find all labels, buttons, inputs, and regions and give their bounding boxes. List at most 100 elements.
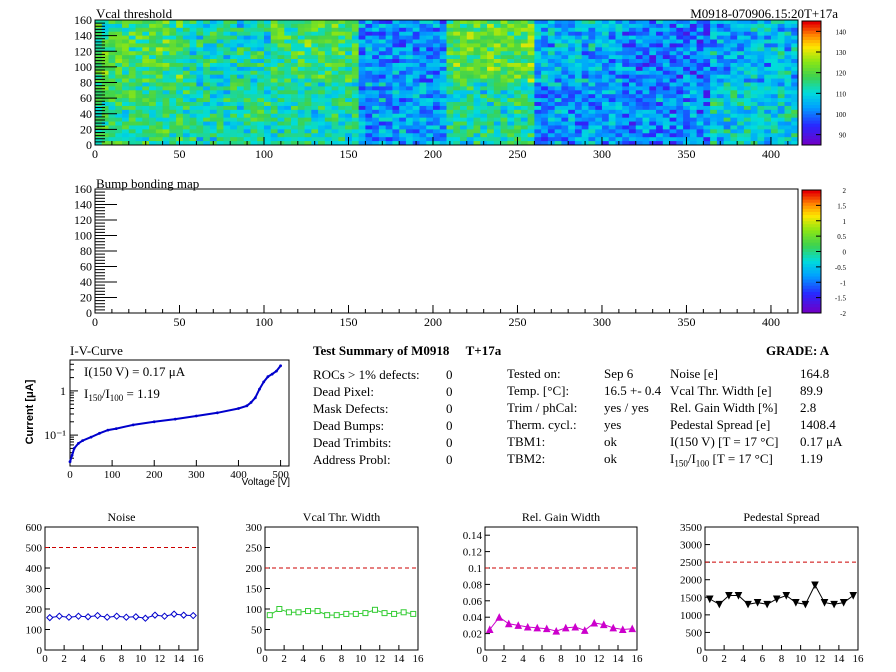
heatmap-cell (615, 20, 623, 25)
heatmap-cell (696, 82, 704, 87)
heatmap-cell (716, 90, 725, 95)
heatmap-cell (581, 55, 589, 60)
heatmap-cell (689, 27, 698, 33)
heatmap-cell (263, 129, 272, 134)
heatmap-cell (608, 125, 616, 130)
heatmap-cell (257, 86, 265, 91)
heatmap-cell (270, 94, 278, 99)
heatmap-cell (723, 109, 731, 115)
heatmap-cell (189, 141, 197, 146)
heatmap-cell (304, 43, 312, 48)
heatmap-cell (182, 133, 191, 138)
heatmap-cell (318, 20, 326, 25)
heatmap-cell (243, 102, 251, 107)
heatmap-cell (547, 133, 556, 138)
heatmap-cell (595, 86, 603, 91)
heatmap-cell (561, 98, 569, 103)
heatmap-cell (162, 27, 170, 33)
heatmap-cell (608, 102, 616, 107)
heatmap-cell (554, 90, 562, 95)
heatmap-cell (426, 70, 434, 76)
heatmap-cell (453, 125, 461, 130)
heatmap-cell (770, 121, 779, 126)
heatmap-cell (216, 47, 224, 52)
heatmap-cell (473, 109, 481, 115)
heatmap-cell (378, 78, 387, 83)
heatmap-cell (209, 82, 218, 87)
heatmap-cell (595, 43, 603, 48)
heatmap-cell (541, 133, 549, 138)
heatmap-cell (216, 27, 224, 33)
heatmap-cell (297, 20, 305, 25)
heatmap-cell (460, 105, 468, 111)
heatmap-cell (581, 62, 589, 68)
scale-cell (802, 101, 821, 106)
heatmap-cell (95, 31, 103, 37)
heatmap-cell (419, 62, 427, 68)
heatmap-cell (399, 113, 407, 119)
heatmap-cell (223, 133, 231, 138)
heatmap-cell (378, 133, 387, 138)
heatmap-cell (662, 94, 670, 99)
heatmap-cell (277, 113, 285, 119)
heatmap-cell (338, 51, 346, 56)
scale-cell (802, 214, 821, 219)
heatmap-cell (439, 129, 447, 134)
heatmap-cell (601, 27, 610, 33)
heatmap-cell (777, 78, 785, 83)
heatmap-cell (703, 59, 711, 64)
heatmap-cell (487, 27, 495, 33)
heatmap-cell (716, 94, 725, 99)
heatmap-cell (230, 78, 238, 83)
iv-point (253, 396, 257, 400)
heatmap-cell (642, 82, 650, 87)
heatmap-cell (710, 129, 718, 134)
heatmap-cell (385, 47, 393, 52)
heatmap-cell (507, 133, 515, 138)
iv-frame (69, 359, 290, 467)
scale-cell (802, 291, 821, 295)
heatmap-cell (710, 27, 718, 33)
heatmap-cell (155, 51, 163, 56)
iv-point (270, 372, 274, 376)
scale-frame (801, 20, 822, 146)
heatmap-cell (236, 78, 245, 83)
heatmap-cell (568, 59, 576, 64)
heatmap-cell (716, 51, 725, 56)
heatmap-cell (318, 121, 326, 126)
heatmap-cell (561, 66, 569, 72)
heatmap-cell (777, 109, 785, 115)
heatmap-cell (358, 59, 366, 64)
heatmap-cell (669, 90, 677, 95)
heatmap-cell (236, 51, 245, 56)
heatmap-cell (426, 129, 434, 134)
heatmap-cell (500, 113, 508, 119)
heatmap-cell (723, 35, 731, 40)
heatmap-cell (291, 86, 299, 91)
heatmap-cell (101, 105, 109, 111)
heatmap-cell (311, 133, 319, 138)
heatmap-cell (270, 51, 278, 56)
heatmap-cell (122, 43, 130, 48)
heatmap-cell (432, 82, 441, 87)
heatmap-cell (169, 133, 177, 138)
heatmap-cell (561, 141, 569, 146)
heatmap-cell (757, 20, 765, 25)
heatmap-cell (723, 137, 731, 142)
heatmap-cell (629, 117, 637, 122)
y-tick-label: 60 (80, 91, 92, 105)
heatmap-cell (392, 35, 400, 40)
heatmap-cell (703, 35, 711, 40)
heatmap-cell (493, 51, 501, 56)
heatmap-cell (480, 62, 488, 68)
heatmap-cell (95, 94, 103, 99)
heatmap-cell (629, 39, 637, 44)
heatmap-cell (574, 141, 583, 146)
heatmap-cell (784, 133, 792, 138)
heatmap-cell (291, 90, 299, 95)
heatmap-cell (236, 39, 245, 44)
heatmap-cell (750, 86, 758, 91)
heatmap-cell (629, 90, 637, 95)
heatmap-cell (230, 113, 238, 119)
heatmap-cell (250, 86, 258, 91)
